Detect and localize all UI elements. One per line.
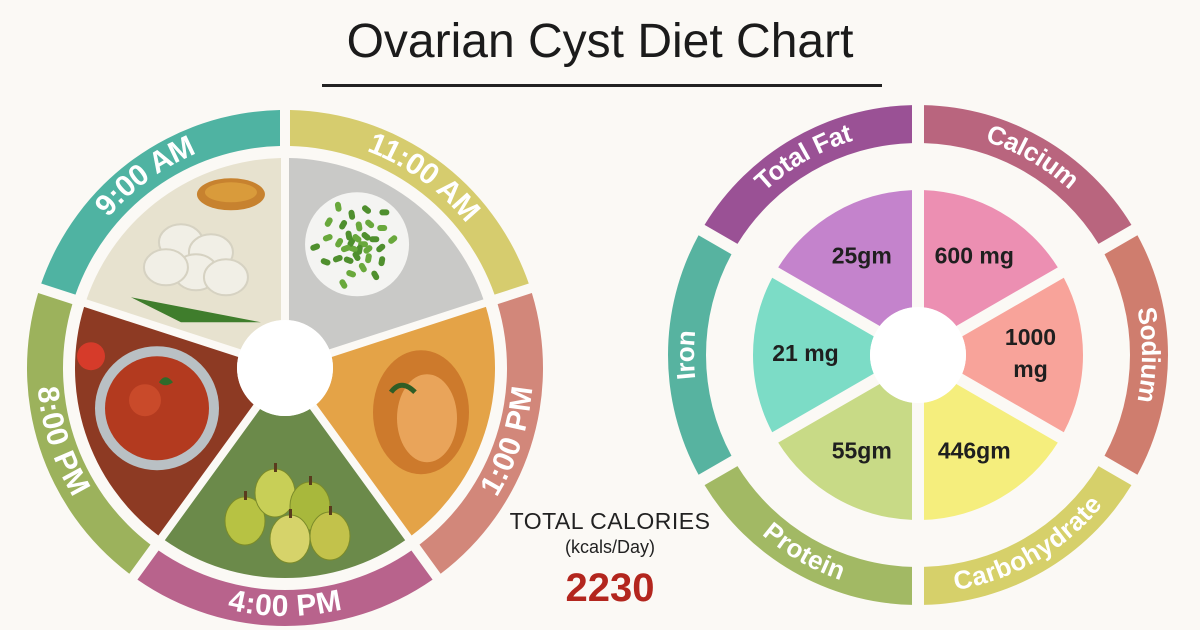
meal-time-ring-4-00-pm — [137, 550, 433, 626]
nutrient-value-calcium: 600 mg — [935, 243, 1014, 269]
nutrient-slice-iron — [752, 277, 874, 433]
nutrient-value-protein: 55gm — [832, 438, 892, 464]
nutrient-ring-sodium — [1104, 235, 1169, 475]
meal-time-ring-1-00-pm — [419, 293, 543, 574]
nutrient-ring-protein — [704, 466, 913, 605]
nutrient-value-sodium: 1000 mg — [1005, 324, 1056, 382]
nutrient-ring-iron — [668, 235, 732, 475]
nutrient-ring-total-fat — [704, 105, 913, 244]
nutrient-value-iron: 21 mg — [772, 340, 838, 366]
nutrient-slice-carbohydrate — [923, 383, 1058, 520]
meal-time-ring-11-00-am — [289, 110, 529, 295]
title-underline — [322, 84, 882, 87]
nutrient-slice-calcium — [923, 190, 1058, 327]
total-calories-block: TOTAL CALORIES (kcals/Day) 2230 — [480, 508, 740, 611]
nutrient-value-total-fat: 25gm — [832, 243, 892, 269]
nutrient-slice-sodium — [962, 277, 1083, 433]
meal-time-ring-9-00-am — [41, 110, 281, 295]
total-calories-value: 2230 — [565, 566, 655, 610]
nutrient-value-carbohydrate: 446gm — [938, 438, 1011, 464]
tomato-curry-icon — [75, 306, 254, 536]
total-calories-label: TOTAL CALORIES — [509, 508, 711, 534]
meal-time-label-4-00-pm: 4:00 PM — [226, 584, 344, 623]
nutrient-ring-calcium — [923, 105, 1132, 244]
nutrient-slice-total-fat — [778, 190, 913, 327]
pears-icon — [164, 409, 406, 578]
idli-sambar-icon — [86, 158, 282, 350]
meal-wheel-hub — [237, 320, 333, 416]
green-beans-icon — [288, 158, 484, 350]
page-title: Ovarian Cyst Diet Chart — [346, 15, 854, 68]
fish-curry-icon — [316, 306, 496, 536]
nutrient-wheel-hub — [870, 307, 966, 403]
nutrient-slice-protein — [778, 383, 913, 520]
meal-time-ring-8-00-pm — [26, 293, 151, 574]
nutrient-label-iron: Iron — [670, 329, 701, 381]
meal-time-wheel: 9:00 AM 11:00 AM1:00 PM4:00 PM8:00 PM — [26, 110, 543, 626]
nutrient-label-sodium: Sodium — [1132, 305, 1167, 405]
total-calories-unit: (kcals/Day) — [564, 537, 655, 557]
nutrient-ring-carbohydrate — [923, 466, 1132, 605]
